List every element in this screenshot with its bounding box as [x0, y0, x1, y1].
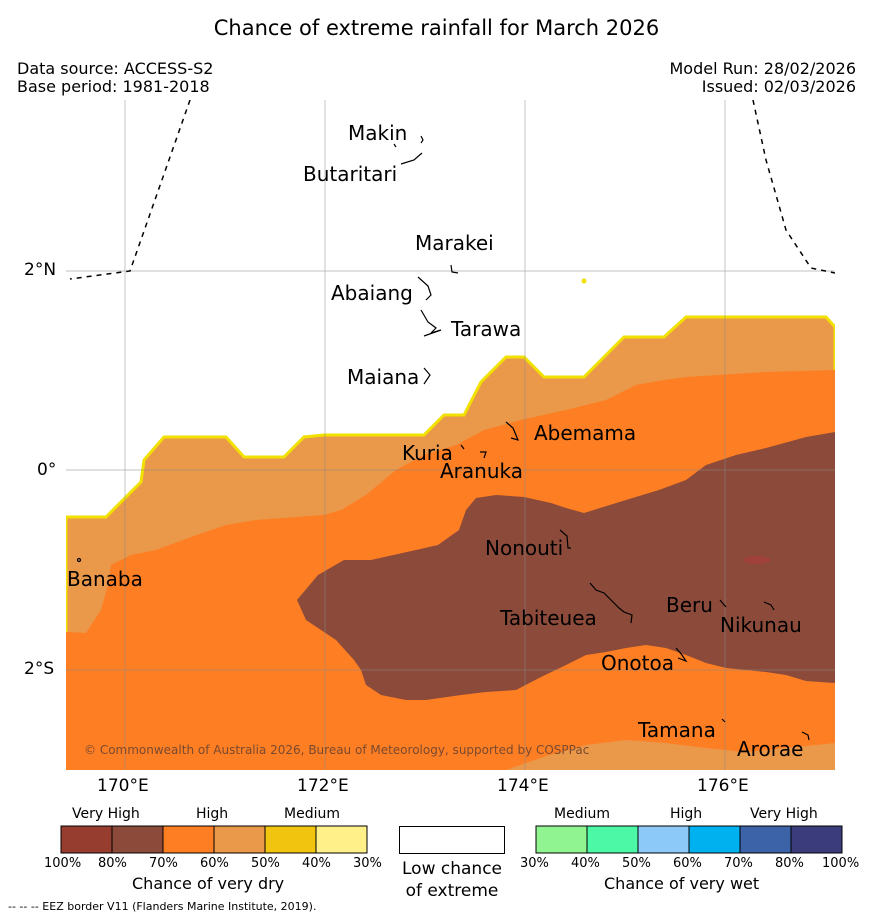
- low-chance-line2: of extreme: [405, 881, 499, 901]
- dry-swatch-3: [162, 825, 215, 854]
- lon-label-176: 176°E: [697, 776, 749, 796]
- dry-tick-80: 80%: [98, 856, 127, 871]
- run-info: Model Run: 28/02/2026 Issued: 02/03/2026: [670, 60, 857, 96]
- wet-swatch-3: [637, 825, 690, 854]
- label-aranuka: Aranuka: [440, 459, 523, 483]
- model-run: Model Run: 28/02/2026: [669, 59, 857, 78]
- dry-group-very-high: Very High: [72, 806, 140, 822]
- wet-tick-40: 40%: [571, 856, 600, 871]
- dry-tick-30: 30%: [353, 856, 382, 871]
- label-arorae: Arorae: [737, 737, 803, 761]
- dry-tick-60: 60%: [200, 856, 229, 871]
- label-banaba: Banaba: [67, 567, 143, 591]
- wet-tick-50: 50%: [622, 856, 651, 871]
- dry-group-high: High: [196, 806, 229, 822]
- wet-tick-60: 60%: [673, 856, 702, 871]
- wet-swatch-1: [535, 825, 588, 854]
- wet-caption: Chance of very wet: [604, 874, 760, 893]
- wet-swatch-4: [688, 825, 741, 854]
- lat-label-2s: 2°S: [24, 659, 55, 679]
- dry-tick-40: 40%: [302, 856, 331, 871]
- dry-swatch-2: [111, 825, 164, 854]
- wet-group-high: High: [670, 806, 703, 822]
- peak-blob: [743, 556, 771, 564]
- label-kuria: Kuria: [402, 441, 453, 465]
- issued-date: Issued: 02/03/2026: [701, 77, 856, 96]
- eez-credit: -- -- -- EEZ border V11 (Flanders Marine…: [8, 900, 317, 913]
- label-tarawa: Tarawa: [450, 317, 521, 341]
- label-marakei: Marakei: [415, 231, 494, 255]
- dry-tick-100: 100%: [44, 856, 82, 871]
- island-outlines: [76, 135, 810, 741]
- dry-caption: Chance of very dry: [132, 874, 285, 893]
- dry-colorbar: [60, 825, 368, 854]
- dry-swatch-1: [60, 825, 113, 854]
- map-title: Chance of extreme rainfall for March 202…: [213, 16, 660, 40]
- label-butaritari: Butaritari: [303, 162, 397, 186]
- label-onotoa: Onotoa: [601, 651, 674, 675]
- source-info: Data source: ACCESS-S2 Base period: 1981…: [17, 60, 213, 96]
- lon-label-174: 174°E: [497, 776, 549, 796]
- island-labels: Makin Butaritari Marakei Abaiang Tarawa …: [67, 121, 803, 761]
- lon-label-170: 170°E: [97, 776, 149, 796]
- dry-swatch-6: [315, 825, 368, 854]
- wet-swatch-5: [739, 825, 792, 854]
- copyright-text: © Commonwealth of Australia 2026, Bureau…: [84, 743, 589, 757]
- label-nikunau: Nikunau: [720, 613, 802, 637]
- label-makin: Makin: [348, 121, 407, 145]
- low-chance-line1: Low chance: [402, 859, 502, 879]
- dry-group-medium: Medium: [284, 806, 340, 822]
- label-tamana: Tamana: [637, 718, 716, 742]
- dry-tick-70: 70%: [149, 856, 178, 871]
- wet-tick-30: 30%: [520, 856, 549, 871]
- data-source: Data source: ACCESS-S2: [17, 59, 214, 78]
- wet-group-medium: Medium: [554, 806, 610, 822]
- label-abemama: Abemama: [534, 421, 636, 445]
- medium-dot: [581, 278, 587, 284]
- base-period: Base period: 1981-2018: [17, 77, 210, 96]
- wet-swatch-2: [586, 825, 639, 854]
- wet-swatch-6: [790, 825, 843, 854]
- wet-colorbar: [535, 825, 843, 854]
- label-maiana: Maiana: [347, 365, 419, 389]
- wet-tick-80: 80%: [775, 856, 804, 871]
- gridlines: [66, 100, 835, 770]
- region-medium-dry-south: [506, 740, 835, 770]
- lon-label-172: 172°E: [297, 776, 349, 796]
- label-nonouti: Nonouti: [485, 536, 563, 560]
- dry-tick-50: 50%: [251, 856, 280, 871]
- rainfall-map: Makin Butaritari Marakei Abaiang Tarawa …: [66, 100, 835, 770]
- label-tabiteuea: Tabiteuea: [499, 606, 597, 630]
- label-beru: Beru: [666, 593, 713, 617]
- lat-label-2n: 2°N: [24, 260, 57, 280]
- wet-tick-70: 70%: [724, 856, 753, 871]
- low-chance-swatch: [399, 826, 505, 854]
- region-very-high-dry: [297, 432, 835, 700]
- wet-tick-100: 100%: [822, 856, 860, 871]
- dry-swatch-4: [213, 825, 266, 854]
- low-chance-label: Low chance of extreme: [399, 858, 505, 902]
- label-abaiang: Abaiang: [331, 281, 413, 305]
- wet-group-very-high: Very High: [750, 806, 818, 822]
- dry-swatch-5: [264, 825, 317, 854]
- eez-border: [69, 100, 835, 280]
- lat-label-0: 0°: [37, 460, 57, 480]
